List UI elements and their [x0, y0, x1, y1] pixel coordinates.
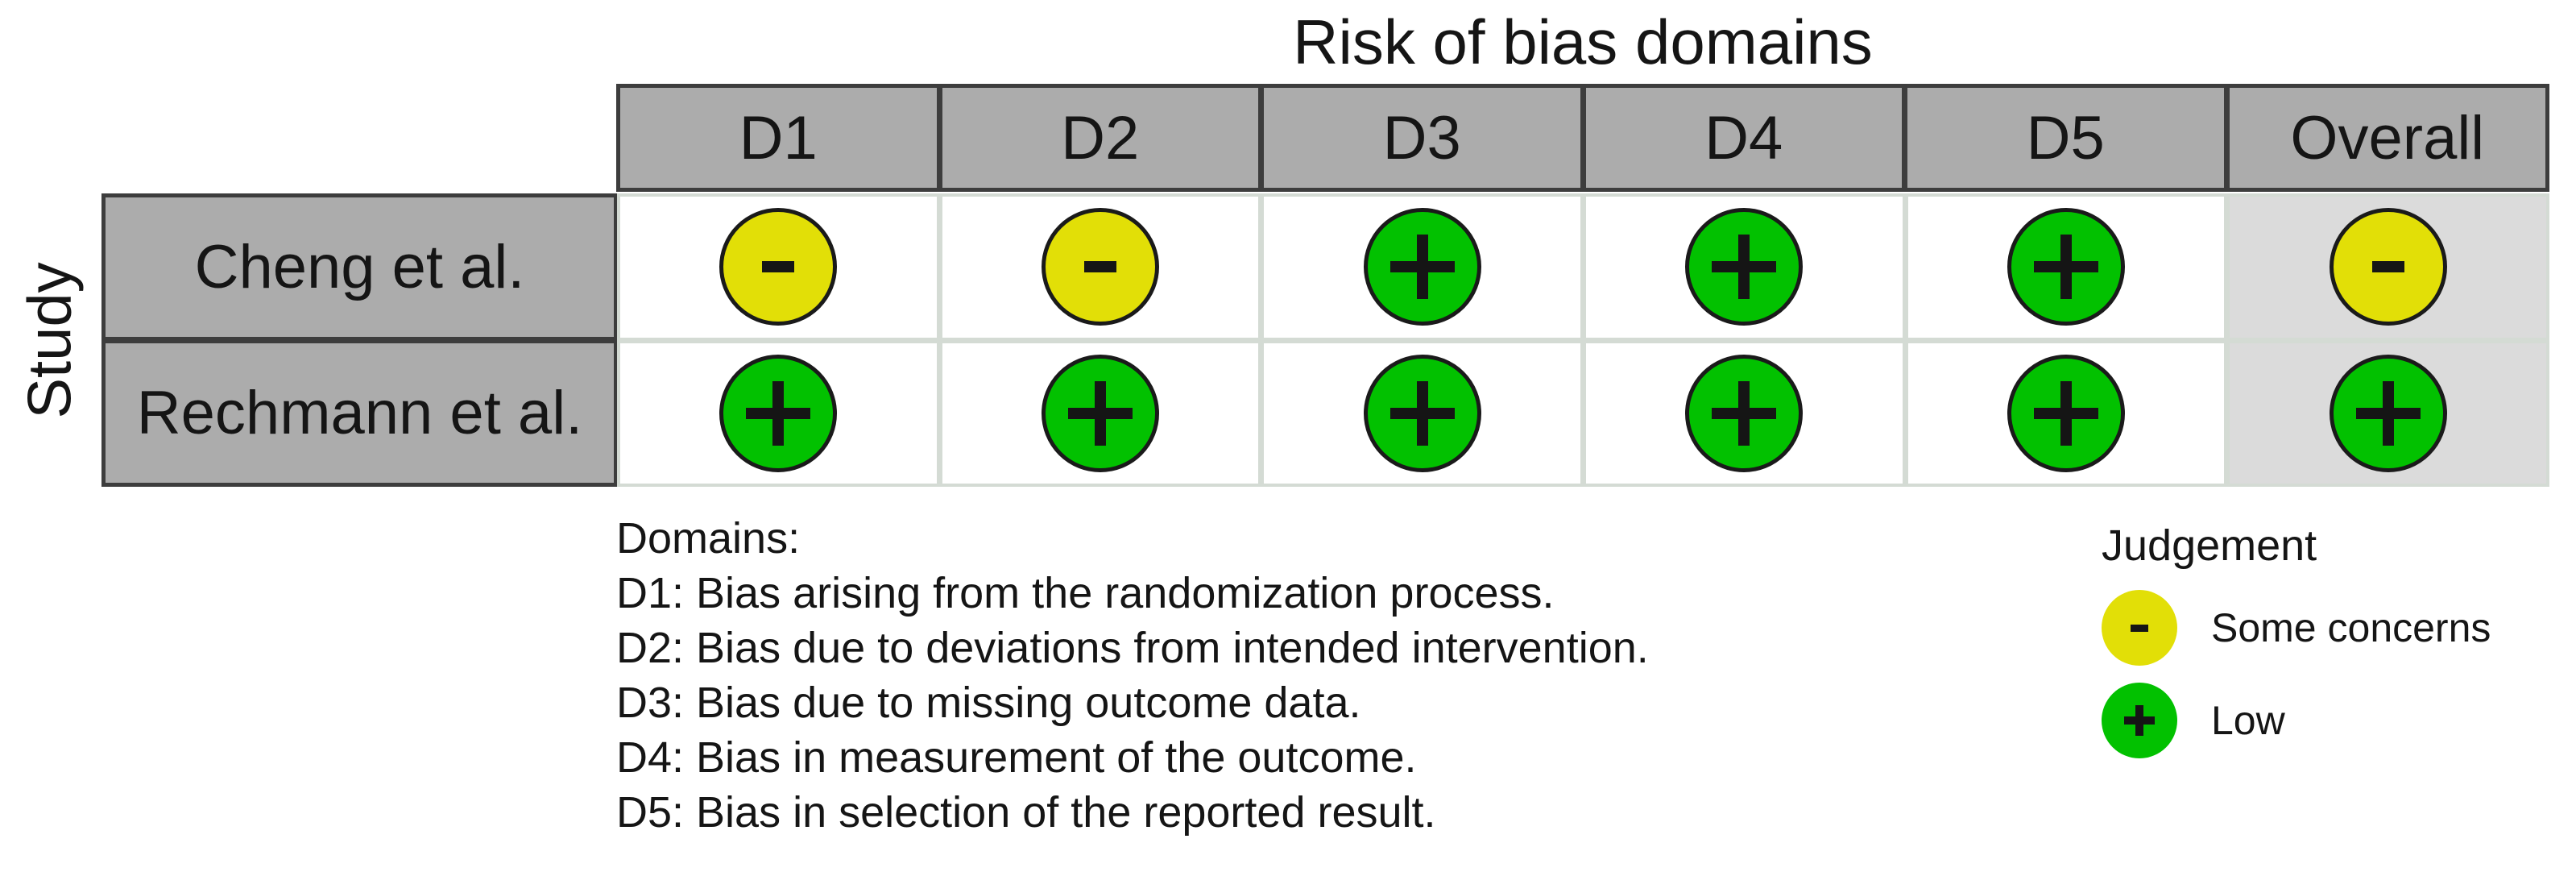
judgement-cell-d3-cheng-et-al: [1264, 197, 1580, 338]
header-cell-d3: D3: [1262, 84, 1584, 192]
plus-icon: [1712, 380, 1777, 446]
plus-icon: [1389, 380, 1455, 446]
judgement-circle-low: [1363, 208, 1481, 326]
header-cell-d4: D4: [1584, 84, 1906, 192]
judgement-circle-some_concerns: [2329, 208, 2447, 326]
domain-definition-d3: D3: Bias due to missing outcome data.: [616, 679, 1361, 727]
judgement-cell-d5-rechmann-et-al: [1907, 343, 2225, 484]
judgement-circle-low: [2007, 354, 2125, 472]
y-axis-title: Study: [8, 193, 92, 487]
judgement-cell-d1-rechmann-et-al: [620, 343, 937, 484]
judgement-cell-d1-cheng-et-al: [620, 197, 937, 338]
legend-item-low: Low: [2102, 683, 2491, 758]
judgement-cell-d2-rechmann-et-al: [942, 343, 1259, 484]
judgement-circle-low: [1685, 208, 1804, 326]
header-cell-d5: D5: [1906, 84, 2228, 192]
study-label-column: Cheng et al. Rechmann et al.: [101, 193, 618, 487]
judgement-circle-low: [1363, 354, 1481, 472]
plus-icon: [1067, 380, 1133, 446]
judgement-cell-d4-rechmann-et-al: [1585, 343, 1903, 484]
header-cell-d1: D1: [616, 84, 941, 192]
minus-icon: [2131, 624, 2148, 632]
legend-circle-some_concerns: [2102, 590, 2177, 666]
judgement-cell-d4-cheng-et-al: [1585, 197, 1903, 338]
judgement-circle-low: [2007, 208, 2125, 326]
judgement-circle-low: [719, 354, 838, 472]
judgement-cell-d5-cheng-et-al: [1907, 197, 2225, 338]
domain-definition-d2: D2: Bias due to deviations from intended…: [616, 624, 1649, 672]
row-label-cheng-et-al: Cheng et al.: [101, 193, 618, 340]
minus-icon: [1083, 261, 1116, 273]
domain-header-row: D1 D2 D3 D4 D5 Overall: [616, 84, 2549, 192]
judgement-circle-low: [2329, 354, 2447, 472]
plus-icon: [2033, 235, 2098, 300]
judgement-cell-overall-rechmann-et-al: [2230, 343, 2546, 484]
legend-items: Some concerns Low: [2102, 590, 2491, 758]
domain-definition-d1: D1: Bias arising from the randomization …: [616, 569, 1555, 617]
minus-icon: [2371, 261, 2404, 273]
judgement-cell-d3-rechmann-et-al: [1264, 343, 1580, 484]
judgement-circle-low: [1041, 354, 1159, 472]
header-cell-d2: D2: [940, 84, 1262, 192]
domain-definition-d5: D5: Bias in selection of the reported re…: [616, 788, 1436, 837]
domains-note-lines: D1: Bias arising from the randomization …: [616, 566, 1649, 840]
plus-icon: [2124, 705, 2155, 736]
legend-heading: Judgement: [2102, 521, 2317, 570]
plus-icon: [2033, 380, 2098, 446]
domain-definition-d4: D4: Bias in measurement of the outcome.: [616, 733, 1417, 782]
legend-circle-low: [2102, 683, 2177, 758]
domains-note: Domains: D1: Bias arising from the rando…: [616, 511, 1649, 840]
row-label-rechmann-et-al: Rechmann et al.: [101, 340, 618, 487]
legend: Judgement Some concerns Low: [2102, 521, 2491, 758]
legend-item-some_concerns: Some concerns: [2102, 590, 2491, 666]
legend-item-label: Some concerns: [2211, 605, 2491, 650]
judgement-grid: [617, 193, 2549, 487]
y-axis-title-text: Study: [15, 261, 85, 419]
domains-note-heading: Domains:: [616, 514, 801, 563]
plus-icon: [2355, 380, 2421, 446]
legend-item-label: Low: [2211, 698, 2285, 743]
judgement-circle-low: [1685, 354, 1804, 472]
plus-icon: [746, 380, 811, 446]
judgement-circle-some_concerns: [719, 208, 838, 326]
chart-title: Risk of bias domains: [1293, 6, 1873, 77]
judgement-cell-overall-cheng-et-al: [2230, 197, 2546, 338]
header-cell-overall: Overall: [2227, 84, 2549, 192]
judgement-circle-some_concerns: [1041, 208, 1159, 326]
judgement-cell-d2-cheng-et-al: [942, 197, 1259, 338]
plus-icon: [1389, 235, 1455, 300]
plus-icon: [1712, 235, 1777, 300]
minus-icon: [762, 261, 795, 273]
